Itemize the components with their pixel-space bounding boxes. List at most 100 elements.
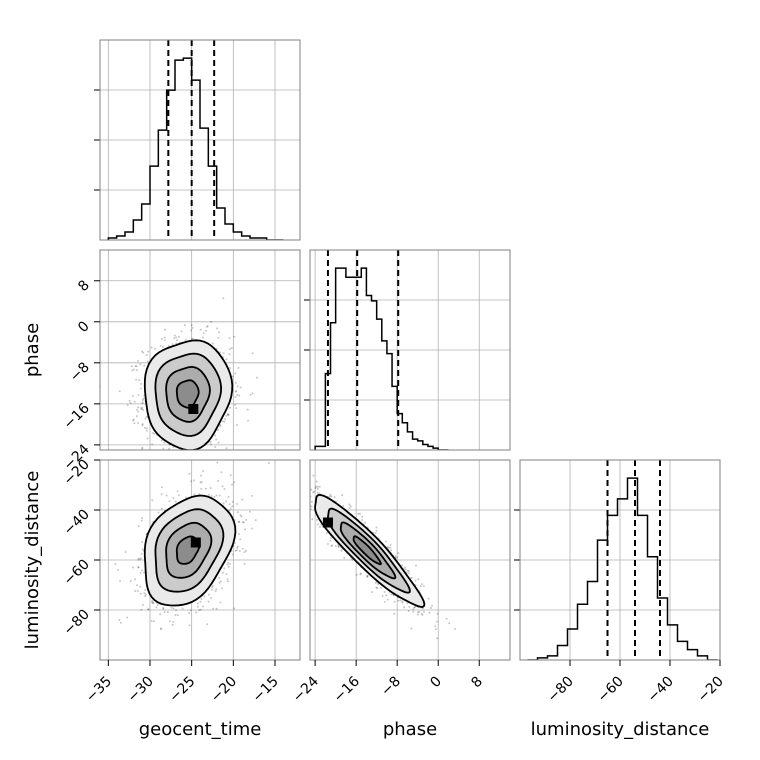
sample-point: [139, 387, 142, 390]
sample-point: [211, 586, 214, 589]
sample-point: [130, 365, 133, 368]
sample-point: [237, 366, 240, 369]
sample-point: [386, 598, 389, 601]
sample-point: [140, 557, 143, 560]
sample-point: [401, 564, 404, 567]
sample-point: [249, 393, 252, 396]
sample-point: [416, 611, 419, 614]
joint-geocent_time-luminosity_distance: [99, 459, 301, 661]
sample-point: [140, 569, 143, 572]
sample-point: [221, 485, 224, 488]
sample-point: [248, 510, 251, 513]
sample-point: [295, 491, 297, 493]
sample-point: [202, 470, 205, 473]
sample-point: [146, 360, 149, 363]
sample-point: [383, 600, 386, 603]
sample-point: [239, 538, 242, 541]
sample-point: [374, 581, 377, 584]
sample-point: [170, 606, 173, 609]
sample-point: [140, 552, 143, 555]
sample-point: [285, 461, 287, 463]
sample-point: [436, 620, 439, 623]
sample-point: [337, 546, 340, 549]
sample-point: [312, 491, 315, 494]
sample-point: [231, 553, 234, 556]
sample-point: [143, 592, 146, 595]
sample-point: [227, 495, 230, 498]
x-tick-label: −8: [378, 674, 404, 700]
sample-point: [145, 354, 148, 357]
sample-point: [375, 529, 378, 532]
sample-point: [218, 331, 221, 334]
sample-point: [316, 518, 319, 521]
sample-point: [176, 490, 179, 493]
sample-point: [417, 578, 420, 581]
sample-point: [366, 575, 369, 578]
x-axis-label: luminosity_distance: [531, 719, 710, 740]
sample-point: [330, 495, 333, 498]
sample-point: [387, 546, 390, 549]
sample-point: [244, 549, 247, 552]
sample-point: [236, 385, 239, 388]
sample-point: [174, 500, 177, 503]
sample-point: [114, 563, 117, 566]
sample-point: [293, 472, 295, 474]
sample-point: [141, 603, 144, 606]
histogram-step: [527, 477, 718, 660]
sample-point: [225, 573, 228, 576]
sample-point: [180, 330, 183, 333]
density-peak: [188, 403, 199, 414]
sample-point: [167, 344, 170, 347]
sample-point: [421, 613, 424, 616]
sample-point: [238, 520, 241, 523]
sample-point: [144, 593, 147, 596]
sample-point: [136, 590, 139, 593]
sample-point: [181, 607, 184, 610]
sample-point: [427, 597, 430, 600]
sample-point: [140, 519, 143, 522]
y-tick-label: −80: [61, 607, 93, 639]
sample-point: [434, 625, 437, 628]
sample-point: [193, 479, 196, 482]
sample-point: [211, 342, 214, 345]
sample-point: [241, 498, 244, 501]
sample-point: [210, 321, 213, 324]
sample-point: [306, 482, 308, 484]
sample-point: [199, 600, 202, 603]
sample-point: [216, 461, 219, 464]
sample-point: [173, 334, 176, 337]
sample-point: [384, 540, 387, 543]
x-tick-label: 8: [468, 674, 486, 692]
sample-point: [254, 519, 257, 522]
sample-point: [187, 467, 189, 469]
sample-point: [142, 409, 145, 412]
sample-point: [242, 521, 245, 524]
sample-point: [159, 613, 162, 616]
sample-point: [151, 443, 154, 446]
sample-point: [134, 578, 137, 581]
sample-point: [234, 381, 237, 384]
sample-point: [251, 352, 254, 355]
contour-line: [165, 365, 211, 423]
contour-line: [154, 508, 225, 593]
sample-point: [408, 605, 411, 608]
sample-point: [224, 418, 227, 421]
sample-point: [152, 454, 154, 456]
contour-line: [339, 521, 397, 580]
sample-point: [131, 566, 134, 569]
sample-point: [233, 481, 236, 484]
sample-point: [188, 472, 191, 475]
sample-point: [141, 424, 144, 427]
sample-point: [410, 576, 413, 579]
sample-point: [379, 586, 382, 589]
sample-point: [183, 323, 186, 326]
sample-point: [340, 549, 343, 552]
sample-point: [237, 520, 240, 523]
sample-point: [214, 590, 217, 593]
sample-point: [282, 468, 284, 470]
sample-point: [397, 599, 400, 602]
contour-line: [154, 352, 223, 437]
sample-point: [138, 379, 141, 382]
sample-point: [151, 601, 154, 604]
sample-point: [141, 446, 144, 449]
